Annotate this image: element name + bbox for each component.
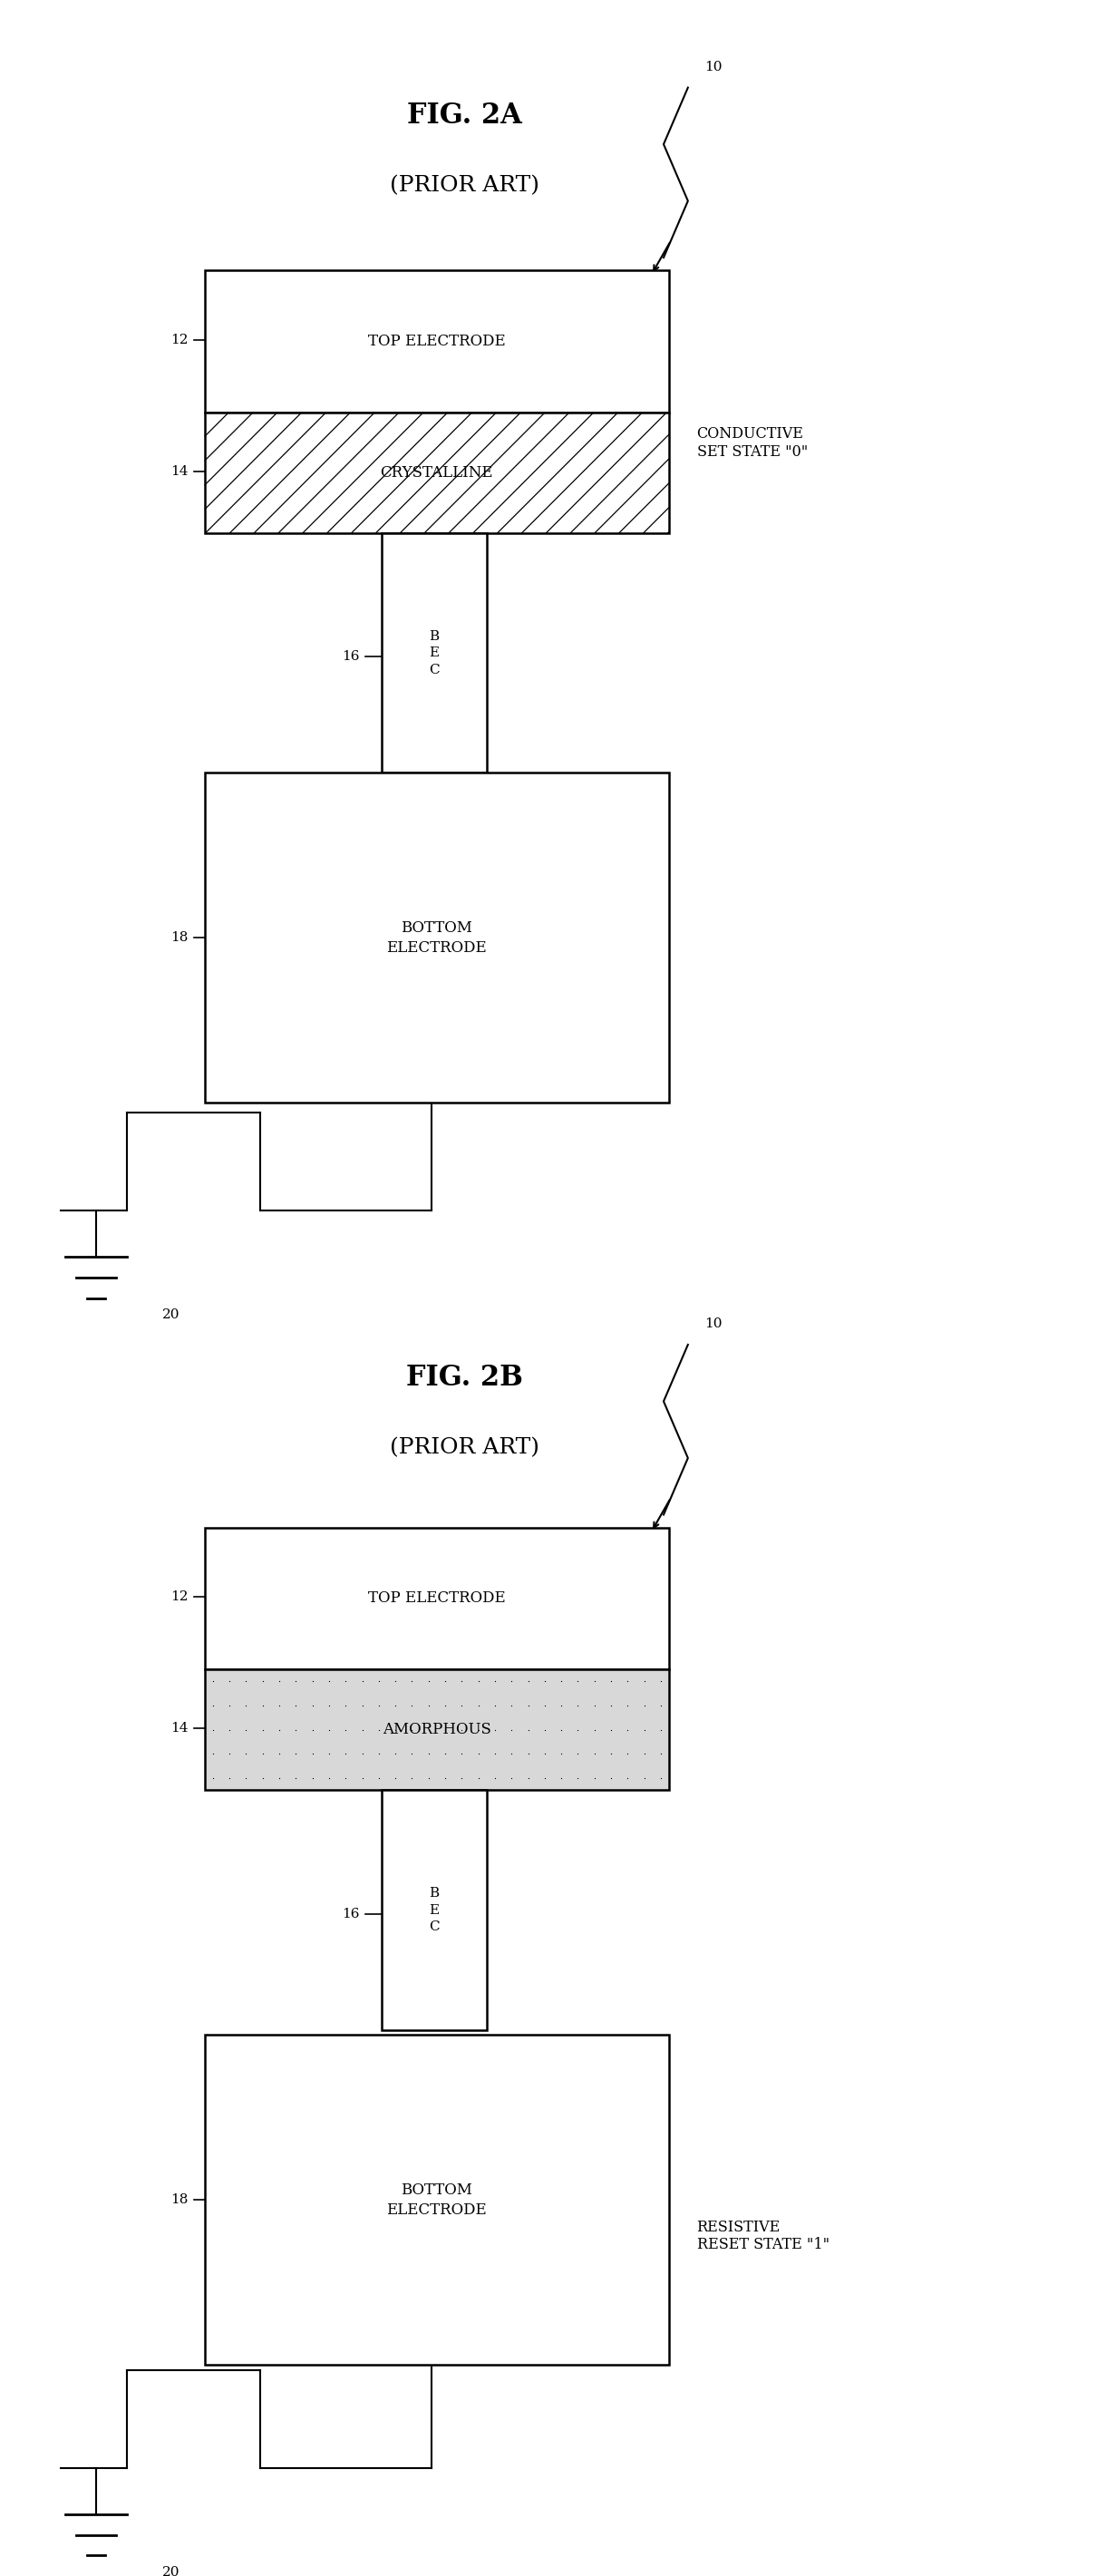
Text: B
E
C: B E C [429, 631, 439, 675]
Text: 12: 12 [170, 335, 188, 345]
Text: B
E
C: B E C [429, 1888, 439, 1932]
Text: 14: 14 [170, 1723, 188, 1734]
Bar [205, 1669, 669, 1790]
Text: 16: 16 [342, 652, 359, 662]
Text: AMORPHOUS: AMORPHOUS [383, 1723, 491, 1736]
Text: 10: 10 [705, 62, 722, 72]
Text: TOP ELECTRODE: TOP ELECTRODE [368, 1592, 505, 1605]
Text: BOTTOM
ELECTRODE: BOTTOM ELECTRODE [387, 920, 487, 956]
Text: 18: 18 [170, 933, 188, 943]
Text: 14: 14 [170, 466, 188, 477]
Bar [205, 773, 669, 1103]
Text: FIG. 2B: FIG. 2B [406, 1365, 523, 1391]
Text: 18: 18 [170, 2195, 188, 2205]
Bar [205, 1528, 669, 1669]
Text: CRYSTALLINE: CRYSTALLINE [380, 466, 493, 479]
Text: CONDUCTIVE
SET STATE "0": CONDUCTIVE SET STATE "0" [697, 428, 807, 459]
Bar [205, 412, 669, 533]
Text: BOTTOM
ELECTRODE: BOTTOM ELECTRODE [387, 2182, 487, 2218]
Bar [382, 1790, 487, 2030]
Text: FIG. 2A: FIG. 2A [407, 103, 522, 129]
Bar [382, 533, 487, 773]
Text: 20: 20 [163, 1309, 180, 1321]
Text: (PRIOR ART): (PRIOR ART) [389, 175, 540, 196]
Text: 10: 10 [705, 1319, 722, 1329]
Bar [205, 2035, 669, 2365]
Text: 16: 16 [342, 1909, 359, 1919]
Text: 12: 12 [170, 1592, 188, 1602]
Bar [205, 270, 669, 412]
Text: (PRIOR ART): (PRIOR ART) [389, 1437, 540, 1458]
Text: 20: 20 [163, 2566, 180, 2576]
Text: TOP ELECTRODE: TOP ELECTRODE [368, 335, 505, 348]
Text: RESISTIVE
RESET STATE "1": RESISTIVE RESET STATE "1" [697, 2221, 830, 2251]
